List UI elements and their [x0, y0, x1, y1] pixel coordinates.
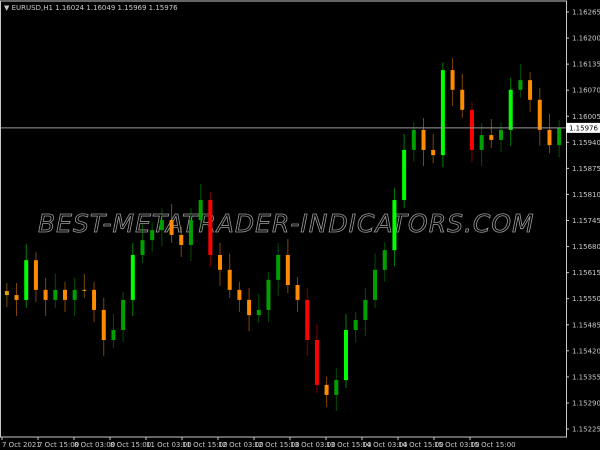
candle-body	[4, 291, 9, 296]
candle-body	[469, 109, 474, 150]
candle-body	[314, 339, 319, 385]
x-tick-label: 13 Oct 03:00	[290, 441, 336, 449]
y-tick-label: 1.15615	[572, 269, 600, 277]
candle-body	[130, 254, 135, 300]
y-tick-label: 1.15420	[572, 347, 600, 355]
y-tick-label: 1.16200	[572, 35, 600, 43]
x-tick-label: 14 Oct 15:00	[398, 441, 444, 449]
candle-body	[460, 89, 465, 110]
y-tick-label: 1.15745	[572, 217, 600, 225]
candle-body	[353, 319, 358, 330]
candle-body	[188, 220, 193, 245]
candle-body	[208, 200, 213, 255]
collapse-triangle-icon[interactable]: ▼	[4, 4, 10, 12]
candle-body	[72, 289, 77, 300]
watermark: BEST-METATRADER-INDICATORS.COM	[38, 209, 535, 238]
x-tick-label: 11 Oct 03:00	[146, 441, 192, 449]
candle-body	[479, 135, 484, 150]
symbol-header: ▼ EURUSD,H1 1.16024 1.16049 1.15969 1.15…	[4, 4, 178, 12]
candle-body	[198, 200, 203, 221]
candle-body	[24, 260, 29, 300]
x-tick-label: 8 Oct 15:00	[110, 441, 151, 449]
candle-body	[43, 289, 48, 300]
y-tick-label: 1.15290	[572, 399, 600, 407]
y-tick-label: 1.16265	[572, 9, 600, 17]
x-tick-label: 13 Oct 15:00	[326, 441, 372, 449]
x-tick-label: 7 Oct 2021	[2, 441, 41, 449]
candle-body	[179, 234, 184, 245]
candle-body	[62, 289, 67, 300]
x-tick-label: 12 Oct 15:00	[254, 441, 300, 449]
candle-body	[101, 309, 106, 340]
candle-body	[547, 129, 552, 146]
y-tick-label: 1.15550	[572, 295, 600, 303]
candle-body	[392, 200, 397, 251]
candle-body	[266, 279, 271, 310]
candle-body	[499, 129, 504, 140]
candle-body	[324, 384, 329, 395]
candle-body	[508, 89, 513, 130]
candle-body	[421, 129, 426, 150]
candle-body	[382, 250, 387, 270]
candle-body	[334, 380, 339, 395]
symbol-header-text: EURUSD,H1 1.16024 1.16049 1.15969 1.1597…	[11, 4, 178, 12]
candle-body	[518, 80, 523, 90]
y-tick-label: 1.15810	[572, 191, 600, 199]
y-tick-label: 1.15225	[572, 426, 600, 434]
candle-body	[150, 230, 155, 241]
x-tick-label: 11 Oct 15:00	[182, 441, 228, 449]
x-tick-label: 7 Oct 15:00	[38, 441, 79, 449]
x-tick-label: 14 Oct 03:00	[362, 441, 408, 449]
y-tick-label: 1.15355	[572, 373, 600, 381]
candle-body	[237, 289, 242, 300]
candle-body	[33, 260, 38, 290]
current-price-box	[566, 122, 600, 133]
candle-body	[489, 135, 494, 140]
y-tick-label: 1.16135	[572, 61, 600, 69]
candle-body	[140, 240, 145, 255]
candle-body	[218, 254, 223, 270]
y-tick-label: 1.16070	[572, 87, 600, 95]
candle-body	[373, 269, 378, 300]
y-tick-label: 1.15940	[572, 139, 600, 147]
candle-body	[111, 329, 116, 340]
candle-body	[402, 149, 407, 201]
candle-body	[159, 220, 164, 231]
candle-body	[411, 129, 416, 150]
candle-body	[440, 70, 445, 156]
candle-body	[557, 127, 562, 146]
y-tick-label: 1.16005	[572, 113, 600, 121]
candle-body	[121, 299, 126, 330]
candle-body	[295, 285, 300, 300]
y-tick-label: 1.15875	[572, 165, 600, 173]
candle-body	[227, 269, 232, 290]
candle-body	[276, 254, 281, 280]
x-tick-label: 8 Oct 03:00	[74, 441, 115, 449]
y-tick-label: 1.15680	[572, 243, 600, 251]
candle-body	[343, 329, 348, 381]
candle-body	[528, 80, 533, 100]
y-tick-label: 1.15485	[572, 321, 600, 329]
current-price-label: 1.15976	[569, 124, 598, 132]
x-tick-label: 12 Oct 03:00	[218, 441, 264, 449]
candle-body	[450, 70, 455, 90]
candle-body	[537, 99, 542, 130]
candle-body	[169, 220, 174, 235]
candle-body	[82, 289, 87, 291]
candle-body	[53, 289, 58, 300]
x-tick-label: 15 Oct 03:00	[434, 441, 480, 449]
candle-body	[431, 149, 436, 156]
candle-body	[247, 299, 252, 316]
plot-frame	[0, 0, 567, 438]
candle-body	[363, 299, 368, 320]
candle-body	[14, 295, 19, 300]
candle-body	[285, 254, 290, 286]
candle-body	[305, 299, 310, 340]
candle-body	[256, 309, 261, 316]
candle-body	[92, 289, 97, 310]
x-tick-label: 15 Oct 15:00	[470, 441, 516, 449]
